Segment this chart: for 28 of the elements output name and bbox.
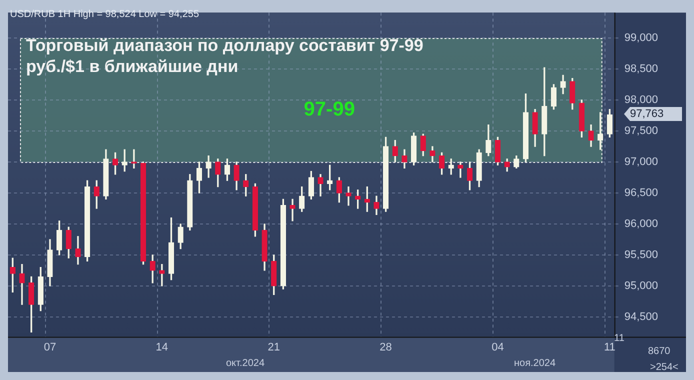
text: окт.2024 — [226, 358, 265, 369]
text: 8670 — [648, 346, 670, 357]
y-tick-label: 96,500 — [624, 187, 658, 200]
y-tick-label: 98,500 — [624, 63, 658, 76]
y-tick-label: 94,500 — [624, 310, 658, 323]
x-tick-label: 04 — [492, 341, 504, 354]
y-tick-label: 97,500 — [624, 125, 658, 138]
x-tick-label: 14 — [156, 341, 168, 354]
y-tick-label: 98,000 — [624, 94, 658, 106]
y-tick-label: 97,000 — [624, 156, 658, 168]
text: Торговый диапазон по доллару составит 97-99 руб./$1 в ближайшие дни — [26, 35, 424, 77]
y-tick-label: 95,500 — [624, 249, 658, 262]
y-tick-label: 99,000 — [624, 32, 658, 44]
x-tick-label: 11 — [604, 341, 616, 354]
x-tick-label: 21 — [268, 341, 280, 354]
text: ноя.2024 — [514, 358, 556, 369]
y-tick-label: 95,000 — [624, 280, 658, 292]
text: 97,763 — [624, 107, 682, 121]
text: >254< — [650, 362, 678, 373]
annotation: 11 — [614, 333, 624, 344]
candlestick — [290, 198, 296, 222]
y-tick-label: 96,000 — [624, 218, 658, 230]
candlestick — [19, 264, 25, 305]
candlestick — [159, 264, 165, 286]
x-tick-label: 28 — [380, 341, 392, 354]
candlestick — [346, 186, 352, 206]
x-tick-label: 07 — [44, 341, 56, 354]
band-label: 97-99 — [304, 98, 355, 120]
